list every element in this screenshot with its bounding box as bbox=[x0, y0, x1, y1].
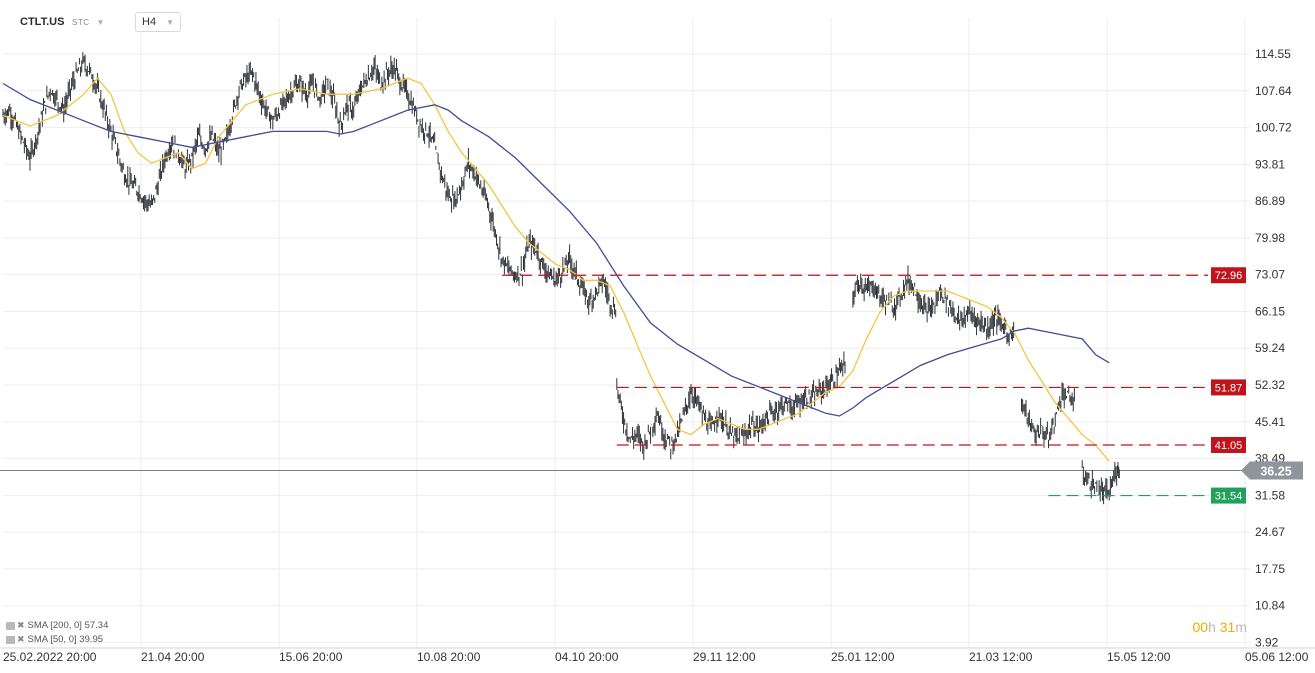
y-tick-label: 66.15 bbox=[1255, 304, 1285, 318]
sma200-line bbox=[2, 82, 1110, 417]
countdown-hours-unit: h bbox=[1208, 619, 1216, 635]
countdown-minutes-unit: m bbox=[1235, 619, 1247, 635]
y-tick-label: 59.24 bbox=[1255, 341, 1285, 355]
y-tick-label: 86.89 bbox=[1255, 194, 1285, 208]
y-tick-label: 79.98 bbox=[1255, 231, 1285, 245]
legend-item-sma200[interactable]: ✖ SMA [200, 0] 57.34 bbox=[6, 620, 108, 631]
chevron-down-icon: ▼ bbox=[166, 17, 174, 27]
y-tick-label: 100.72 bbox=[1255, 121, 1292, 135]
x-tick-label: 04.10 20:00 bbox=[555, 650, 619, 664]
level-label-box bbox=[1211, 487, 1246, 504]
data-type-label: STC bbox=[72, 17, 90, 27]
y-tick-label: 114.55 bbox=[1255, 47, 1291, 61]
legend-item-sma50[interactable]: ✖ SMA [50, 0] 39.95 bbox=[6, 634, 103, 645]
x-tick-label: 25.01 12:00 bbox=[831, 650, 895, 664]
chevron-down-icon: ▼ bbox=[96, 17, 105, 27]
y-tick-label: 17.75 bbox=[1255, 562, 1285, 576]
level-label-box bbox=[1211, 436, 1246, 453]
legend-label: SMA [200, 0] 57.34 bbox=[27, 620, 109, 631]
y-tick-label: 10.84 bbox=[1255, 599, 1285, 613]
timeframe-label: H4 bbox=[142, 16, 157, 28]
x-tick-label: 15.06 20:00 bbox=[279, 650, 343, 664]
data-type-select[interactable]: STC ▼ bbox=[72, 12, 105, 32]
timeframe-select[interactable]: H4 ▼ bbox=[135, 12, 181, 32]
level-label: 51.87 bbox=[1215, 382, 1243, 394]
y-tick-label: 93.81 bbox=[1255, 157, 1285, 171]
level-label-box bbox=[1211, 267, 1246, 284]
y-tick-label: 45.41 bbox=[1255, 415, 1285, 429]
candle-countdown: 00h 31m bbox=[1192, 619, 1247, 635]
x-tick-label: 21.03 12:00 bbox=[969, 650, 1033, 664]
level-label: 72.96 bbox=[1215, 270, 1243, 282]
current-price-label: 36.25 bbox=[1260, 465, 1291, 479]
y-tick-label: 107.64 bbox=[1255, 84, 1292, 98]
level-label-box bbox=[1211, 379, 1246, 396]
y-tick-label: 3.92 bbox=[1255, 636, 1279, 650]
x-tick-label: 05.06 12:00 bbox=[1245, 650, 1309, 664]
current-price-tag bbox=[1241, 461, 1303, 480]
x-tick-label: 10.08 20:00 bbox=[417, 650, 481, 664]
level-label: 41.05 bbox=[1215, 440, 1243, 452]
level-label: 31.54 bbox=[1215, 491, 1243, 503]
countdown-minutes: 31 bbox=[1219, 619, 1236, 635]
indicator-icon bbox=[6, 635, 15, 644]
x-tick-label: 21.04 20:00 bbox=[141, 650, 205, 664]
indicator-icon bbox=[6, 621, 15, 630]
y-tick-label: 73.07 bbox=[1255, 268, 1285, 282]
countdown-hours: 00 bbox=[1192, 619, 1209, 635]
sma50-line bbox=[2, 77, 1110, 462]
x-tick-label: 15.05 12:00 bbox=[1107, 650, 1171, 664]
y-tick-label: 52.32 bbox=[1255, 378, 1285, 392]
x-tick-label: 25.02.2022 20:00 bbox=[3, 650, 97, 664]
y-tick-label: 24.67 bbox=[1255, 525, 1285, 539]
close-icon[interactable]: ✖ bbox=[17, 620, 25, 630]
legend-label: SMA [50, 0] 39.95 bbox=[27, 634, 104, 645]
x-tick-label: 29.11 12:00 bbox=[693, 650, 756, 664]
y-tick-label: 31.58 bbox=[1255, 488, 1285, 502]
symbol-label: CTLT.US bbox=[20, 16, 65, 28]
close-icon[interactable]: ✖ bbox=[17, 634, 25, 644]
